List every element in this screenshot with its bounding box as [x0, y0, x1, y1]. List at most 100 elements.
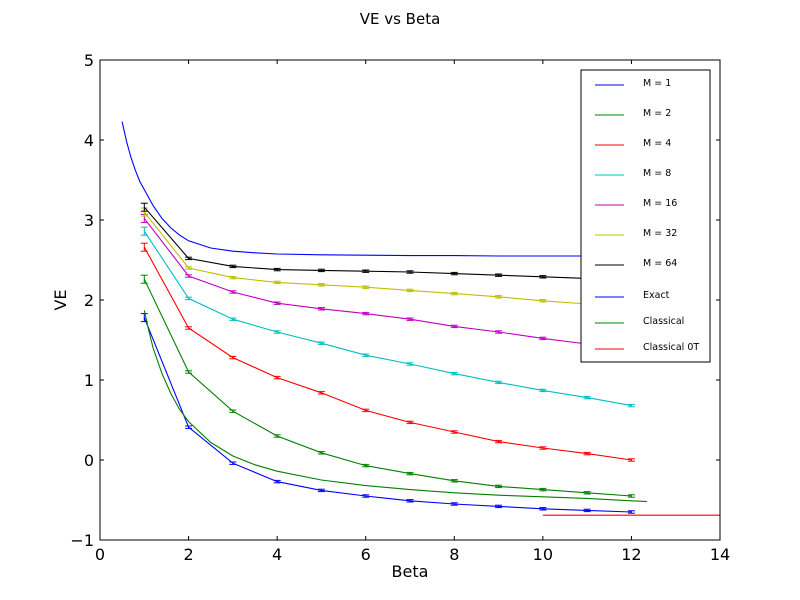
series-line-4: [143, 218, 632, 351]
legend: M = 1 M = 2 M = 4 M = 8 M = 16 M = 32 M = 64 Ex…: [580, 69, 711, 363]
errorbar: [495, 484, 503, 489]
legend-item: M = 8: [595, 168, 671, 179]
errorbar: [140, 226, 148, 236]
errorbar: [229, 355, 237, 360]
legend-item: Classical 0T: [595, 342, 699, 353]
errorbar: [406, 270, 414, 274]
errorbar: [495, 330, 503, 334]
errorbar: [583, 395, 591, 400]
errorbar: [539, 388, 547, 393]
errorbar: [362, 463, 370, 468]
errorbar: [317, 451, 325, 455]
errorbar: [185, 370, 193, 374]
errorbar: [185, 296, 193, 301]
legend-item: M = 2: [595, 108, 671, 119]
legend-label: M = 16: [643, 198, 677, 209]
errorbar: [495, 504, 503, 509]
series-line-6: [143, 206, 632, 281]
series-2: [140, 242, 635, 462]
legend-item: M = 16: [595, 198, 677, 209]
errorbar: [185, 274, 193, 278]
series-line-0: [143, 317, 632, 513]
errorbar: [317, 283, 325, 287]
x-tick-label: 4: [272, 545, 282, 564]
errorbar: [539, 487, 547, 492]
x-tick-label: 12: [621, 545, 641, 564]
legend-item: M = 1: [595, 78, 671, 89]
errorbar: [185, 425, 193, 429]
y-tick-label: 2: [84, 291, 94, 310]
errorbar: [317, 307, 325, 311]
errorbar: [140, 242, 148, 252]
x-tick-label: 10: [533, 545, 553, 564]
errorbar: [273, 280, 281, 285]
errorbar: [229, 290, 237, 294]
errorbar: [583, 451, 591, 456]
legend-label: Classical: [643, 316, 684, 327]
legend-label: M = 2: [643, 108, 671, 119]
errorbar: [539, 275, 547, 279]
errorbar: [450, 291, 458, 296]
errorbar: [229, 461, 237, 465]
errorbar: [627, 510, 635, 514]
y-tick-label: 0: [84, 451, 94, 470]
errorbar: [140, 274, 148, 284]
legend-item: M = 64: [595, 258, 677, 269]
legend-label: M = 64: [643, 258, 677, 269]
errorbar: [539, 446, 547, 450]
series-1: [140, 274, 635, 498]
legend-item: M = 4: [595, 138, 671, 149]
errorbar: [539, 299, 547, 303]
legend-label: M = 32: [643, 228, 677, 239]
y-tick-label: 1: [84, 371, 94, 390]
series-6: [140, 202, 635, 282]
legend-label: M = 1: [643, 78, 671, 89]
errorbar: [495, 380, 503, 385]
series-line-5: [143, 211, 632, 308]
errorbar: [450, 479, 458, 483]
x-tick-label: 8: [449, 545, 459, 564]
errorbar: [362, 285, 370, 289]
series-7: [121, 121, 632, 257]
errorbar: [627, 403, 635, 408]
errorbar: [229, 264, 237, 269]
errorbar: [406, 499, 414, 503]
errorbar: [495, 295, 503, 299]
errorbar: [317, 341, 325, 345]
legend-label: M = 8: [643, 168, 671, 179]
errorbar: [362, 353, 370, 357]
y-axis-title: VE: [51, 289, 70, 310]
errorbar: [362, 311, 370, 316]
y-tick-label: 5: [84, 51, 94, 70]
errorbar: [273, 267, 281, 272]
series-line-7: [121, 121, 632, 257]
series-8: [143, 310, 647, 503]
series-0: [140, 313, 635, 514]
errorbar: [583, 508, 591, 513]
plot-content: [121, 121, 720, 516]
y-tick-label: −1: [70, 531, 94, 550]
legend-label: M = 4: [643, 138, 671, 149]
errorbar: [273, 301, 281, 305]
x-axis-title: Beta: [392, 562, 429, 581]
x-tick-label: 0: [95, 545, 105, 564]
errorbar: [229, 275, 237, 280]
errorbar: [273, 434, 281, 438]
x-tick-label: 14: [710, 545, 730, 564]
series-line-8: [143, 310, 647, 503]
errorbar: [495, 439, 503, 444]
x-tick-label: 6: [361, 545, 371, 564]
plot-frame: [99, 59, 721, 541]
errorbar: [406, 362, 414, 366]
errorbar: [450, 430, 458, 434]
errorbar: [140, 202, 148, 212]
x-tick-label: 2: [183, 545, 193, 564]
errorbar: [406, 471, 414, 476]
errorbar: [406, 317, 414, 321]
errorbar: [539, 507, 547, 511]
errorbar: [317, 488, 325, 493]
errorbar: [450, 271, 458, 276]
errorbar: [273, 330, 281, 334]
